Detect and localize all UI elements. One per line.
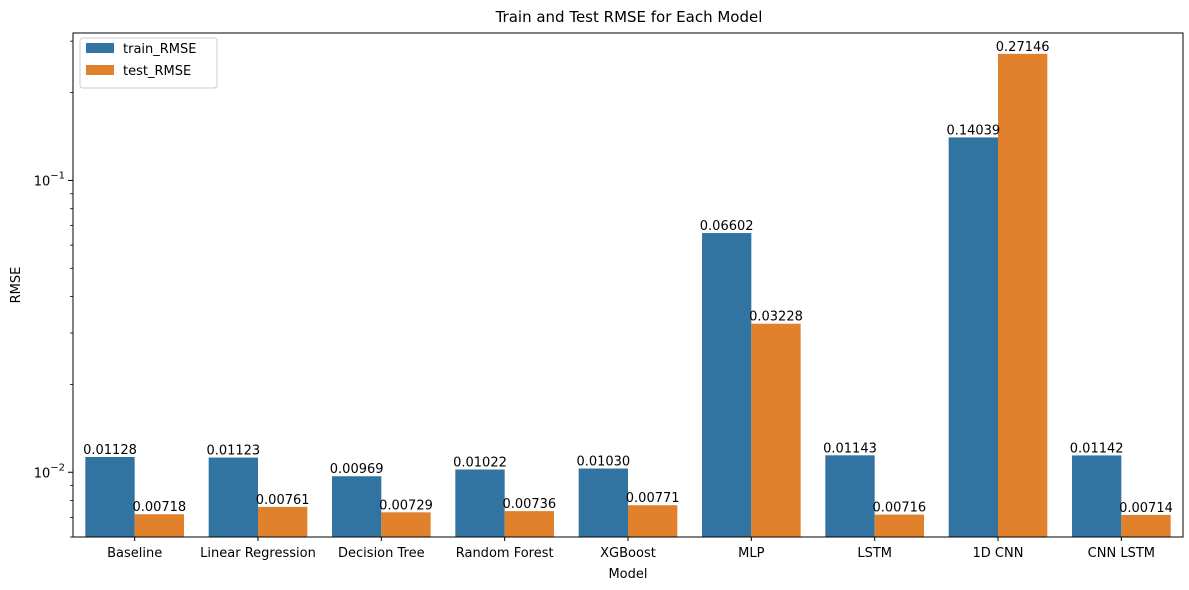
data-labels: 0.01128 0.00718 0.01123 0.00761 0.00969 0.007… — [83, 40, 1173, 516]
legend-label-test: test_RMSE — [123, 64, 191, 79]
bar-train-rmse — [85, 456, 135, 537]
bar-train-rmse — [948, 137, 998, 538]
data-label: 0.00969 — [330, 462, 384, 477]
x-tick-label: CNN LSTM — [1088, 546, 1155, 561]
y-tick-label: 10−2 — [34, 462, 65, 481]
bar-test-rmse — [628, 505, 678, 537]
data-label: 0.01142 — [1070, 441, 1124, 456]
legend-swatch-train — [86, 43, 114, 53]
x-axis-ticks: Baseline Linear Regression Decision Tree Ra… — [107, 537, 1155, 561]
bars-layer — [85, 53, 1171, 538]
bar-train-rmse — [702, 233, 752, 537]
legend: train_RMSE test_RMSE — [79, 37, 218, 89]
data-label: 0.00761 — [256, 493, 310, 508]
data-label: 0.00718 — [132, 500, 186, 515]
data-label: 0.00736 — [502, 497, 556, 512]
plot-frame — [72, 32, 1184, 538]
bar-test-rmse — [874, 514, 924, 537]
bar-train-rmse — [825, 455, 875, 537]
x-tick-label: Decision Tree — [338, 546, 425, 561]
bar-train-rmse — [208, 457, 258, 537]
x-axis-title: Model — [608, 567, 647, 582]
data-label: 0.01022 — [453, 455, 507, 470]
data-label: 0.01030 — [576, 455, 630, 470]
bar-test-rmse — [998, 53, 1048, 538]
data-label: 0.03228 — [749, 310, 803, 325]
x-tick-label: 1D CNN — [973, 546, 1024, 561]
y-axis-title: RMSE — [9, 267, 24, 304]
x-tick-label: Baseline — [107, 546, 162, 561]
bar-test-rmse — [1121, 514, 1171, 537]
y-tick-label: 10−1 — [34, 170, 65, 189]
data-label: 0.14039 — [946, 123, 1000, 138]
y-axis-ticks: 10−2 10−1 — [34, 40, 73, 538]
data-label: 0.01123 — [206, 444, 260, 459]
bar-train-rmse — [1072, 455, 1122, 537]
data-label: 0.01128 — [83, 443, 137, 458]
legend-label-train: train_RMSE — [123, 42, 196, 57]
data-label: 0.00771 — [626, 491, 680, 506]
bar-test-rmse — [381, 512, 431, 537]
bar-train-rmse — [578, 468, 628, 537]
data-label: 0.00716 — [872, 501, 926, 516]
x-tick-label: Random Forest — [456, 546, 554, 561]
bar-test-rmse — [751, 323, 801, 537]
data-label: 0.00714 — [1119, 501, 1173, 516]
bar-test-rmse — [134, 514, 184, 537]
x-tick-label: XGBoost — [600, 546, 656, 561]
data-label: 0.06602 — [700, 219, 754, 234]
data-label: 0.27146 — [996, 40, 1050, 55]
bar-train-rmse — [332, 476, 382, 537]
x-tick-label: Linear Regression — [200, 546, 316, 561]
chart-title: Train and Test RMSE for Each Model — [495, 8, 763, 26]
data-label: 0.00729 — [379, 498, 433, 513]
bar-train-rmse — [455, 469, 505, 537]
legend-box — [79, 37, 218, 89]
bar-test-rmse — [258, 506, 308, 537]
x-tick-label: MLP — [738, 546, 764, 561]
x-tick-label: LSTM — [857, 546, 892, 561]
legend-swatch-test — [86, 65, 114, 75]
bar-test-rmse — [504, 511, 554, 537]
data-label: 0.01143 — [823, 441, 877, 456]
